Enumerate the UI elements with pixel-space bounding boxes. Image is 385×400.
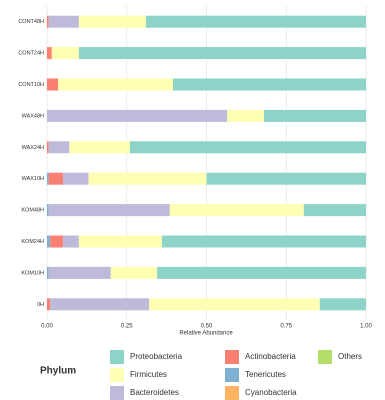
bar-segment	[48, 204, 170, 217]
y-tick-label: KOM48H	[21, 208, 44, 214]
bar-segment	[206, 172, 366, 185]
bar-segment	[47, 141, 49, 154]
bar-segment	[47, 266, 49, 279]
bar-segment	[58, 78, 174, 91]
bar-segment	[47, 172, 49, 185]
legend-label: Firmicutes	[130, 370, 167, 379]
y-tick-label: KOM10H	[21, 270, 44, 276]
bar-segment	[173, 78, 366, 91]
bar-segment	[88, 172, 207, 185]
bar-segment	[47, 235, 51, 248]
legend-label: Others	[338, 352, 362, 361]
x-tick-label: 0.50	[201, 324, 213, 330]
bar-segment	[319, 298, 366, 311]
bar-segment	[149, 298, 320, 311]
bar-segment	[47, 204, 49, 217]
y-tick-label: CONT24H	[18, 51, 44, 57]
bar-segment	[50, 235, 63, 248]
bar-segment	[62, 172, 89, 185]
legend-label: Proteobacteria	[130, 352, 183, 361]
x-tick-label: 1.00	[360, 324, 372, 330]
y-tick-label: WAX10H	[22, 176, 44, 182]
bar-segment	[47, 109, 228, 122]
bar-segment	[129, 141, 366, 154]
legend-label: Cyanobacteria	[245, 388, 297, 397]
x-axis-label: Relative Abundance	[179, 331, 233, 337]
y-tick-label: KOM24H	[21, 239, 44, 245]
x-tick-label: 0.25	[121, 324, 133, 330]
bar-segment	[48, 141, 70, 154]
legend-swatch	[110, 386, 124, 400]
bar-segment	[145, 15, 366, 28]
bar-segment	[62, 235, 79, 248]
bar-segment	[161, 235, 366, 248]
y-tick-label: CONT48H	[18, 19, 44, 25]
y-tick-label: CONT10H	[18, 82, 44, 88]
bar-segment	[47, 15, 49, 28]
bar-segment	[157, 266, 366, 279]
bar-segment	[78, 15, 146, 28]
bar-segment	[48, 172, 63, 185]
bar-segment	[169, 204, 304, 217]
bar-segment	[48, 15, 79, 28]
bar-segment	[110, 266, 158, 279]
y-tick-label: 0H	[37, 302, 44, 308]
bar-segment	[51, 47, 79, 60]
legend-title: Phylum	[40, 366, 76, 377]
bar-segment	[78, 47, 367, 60]
bar-segment	[50, 298, 150, 311]
legend-swatch	[318, 350, 332, 364]
legend-label: Actinobacteria	[245, 352, 296, 361]
legend-swatch	[225, 368, 239, 382]
legend-swatch	[110, 350, 124, 364]
bar-segment	[47, 78, 59, 91]
x-tick-label: 0.00	[41, 324, 53, 330]
x-tick-label: 0.75	[280, 324, 292, 330]
bar-segment	[263, 109, 366, 122]
legend-swatch	[225, 350, 239, 364]
bar-segment	[47, 47, 52, 60]
bar-segment	[227, 109, 264, 122]
bar-segment	[69, 141, 130, 154]
legend-label: Tenericutes	[245, 370, 286, 379]
bar-segment	[47, 298, 51, 311]
bar-segment	[48, 266, 111, 279]
y-tick-label: WAX48H	[22, 113, 44, 119]
legend-swatch	[225, 386, 239, 400]
y-tick-label: WAX24H	[22, 145, 44, 151]
bar-segment	[78, 235, 162, 248]
bar-segment	[303, 204, 366, 217]
legend-label: Bacteroidetes	[130, 388, 179, 397]
legend-swatch	[110, 368, 124, 382]
